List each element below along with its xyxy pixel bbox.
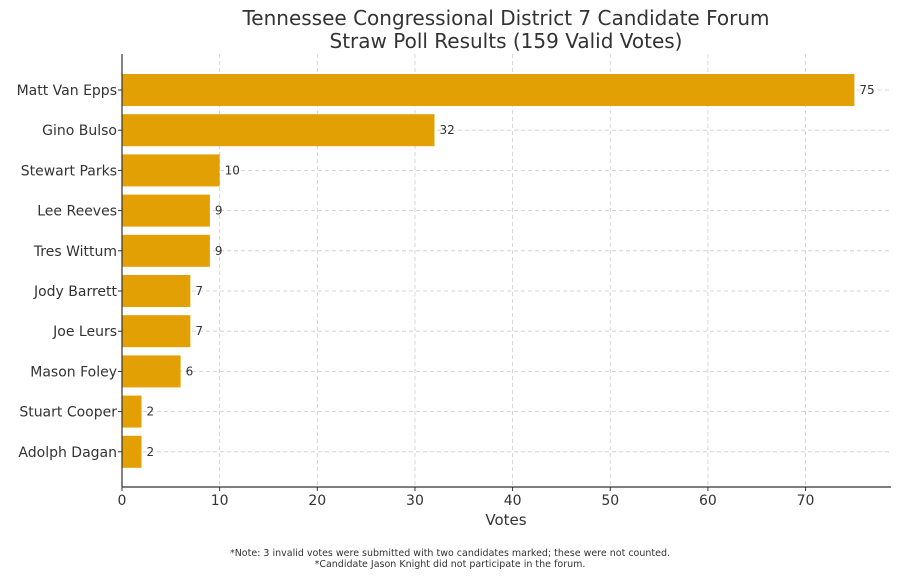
bar: [122, 154, 220, 187]
x-tick-label: 10: [211, 493, 229, 509]
bar: [122, 74, 855, 106]
bars: 75 32 10 9 9 7 7 6 2 2: [122, 74, 875, 468]
category-label: Jody Barrett: [33, 284, 118, 300]
bar: [122, 355, 181, 388]
chart-title: Tennessee Congressional District 7 Candi…: [241, 6, 769, 30]
x-tick-label: 70: [797, 493, 815, 509]
bar-value-label: 7: [195, 324, 203, 338]
bar: [122, 194, 210, 227]
bar-value-label: 32: [439, 123, 454, 137]
bar-value-label: 10: [225, 163, 240, 177]
x-tick-label: 20: [308, 493, 326, 509]
chart-subtitle: Straw Poll Results (159 Valid Votes): [330, 29, 683, 53]
category-label: Adolph Dagan: [18, 445, 117, 461]
category-label: Mason Foley: [30, 364, 117, 380]
bar: [122, 275, 191, 307]
bar-value-label: 75: [859, 83, 874, 97]
footnote-nonparticipant: *Candidate Jason Knight did not particip…: [314, 559, 586, 570]
category-label: Lee Reeves: [37, 204, 117, 220]
footnote-invalid-votes: *Note: 3 invalid votes were submitted wi…: [229, 548, 671, 559]
bar: [122, 395, 142, 428]
bar-value-label: 6: [186, 364, 194, 378]
x-tick-label: 40: [504, 493, 522, 509]
footnotes: *Note: 3 invalid votes were submitted wi…: [0, 548, 900, 570]
bar: [122, 435, 142, 468]
category-label: Stuart Cooper: [19, 405, 117, 421]
bar-value-label: 9: [215, 244, 223, 258]
bar-value-label: 7: [195, 284, 203, 298]
axes: Matt Van Epps Gino Bulso Stewart Parks Lee …: [17, 54, 891, 509]
bar: [122, 315, 191, 348]
category-label: Matt Van Epps: [17, 83, 117, 99]
bar-value-label: 9: [215, 204, 223, 218]
x-tick-label: 0: [118, 493, 127, 509]
bar: [122, 234, 210, 267]
bar: [122, 114, 435, 147]
x-tick-label: 30: [406, 493, 424, 509]
bar-value-label: 2: [147, 405, 155, 419]
x-axis-label: Votes: [485, 511, 526, 529]
x-tick-label: 50: [601, 493, 619, 509]
category-label: Tres Wittum: [33, 244, 117, 260]
category-label: Joe Leurs: [52, 324, 117, 340]
category-label: Stewart Parks: [21, 163, 117, 179]
x-tick-label: 60: [699, 493, 717, 509]
bar-value-label: 2: [147, 445, 155, 459]
category-label: Gino Bulso: [42, 123, 117, 139]
